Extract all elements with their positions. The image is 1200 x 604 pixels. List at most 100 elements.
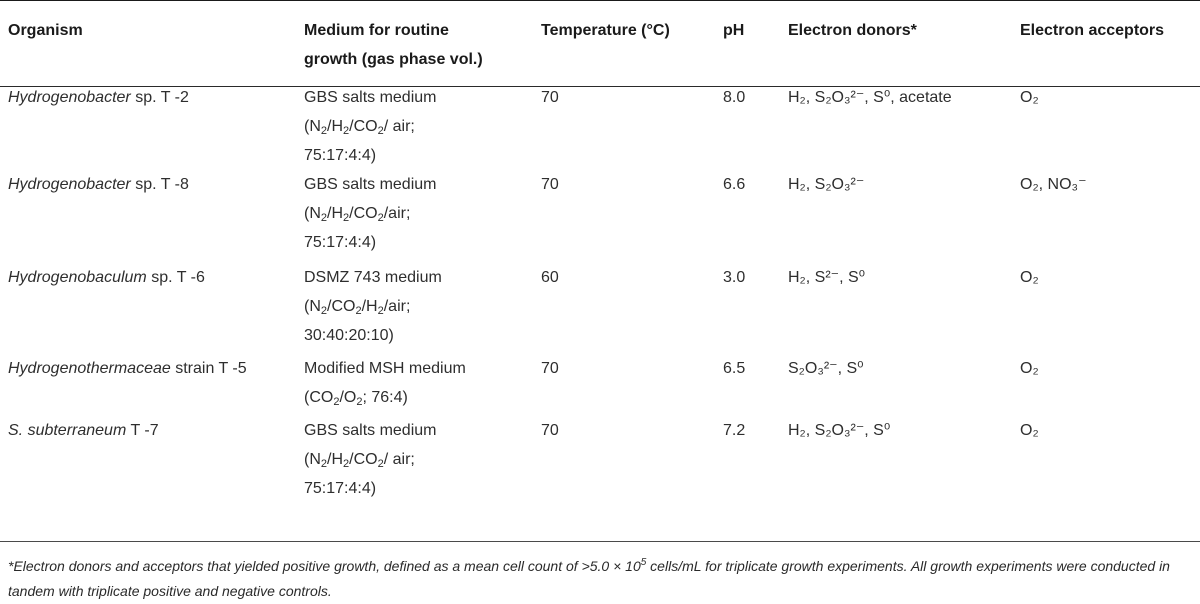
organism-strain: sp. T -6	[146, 269, 205, 286]
cell-temperature: 70	[541, 354, 723, 416]
footnote-exponent: 5	[640, 557, 647, 568]
cell-temperature: 70	[541, 74, 723, 170]
gas-text: /H	[327, 118, 344, 135]
header-bottom-rule	[0, 86, 1200, 87]
cell-electron-donors: H₂, S₂O₃²⁻	[788, 170, 1020, 263]
temperature-value: 70	[541, 176, 559, 193]
cell-medium: GBS salts medium (N2/H2/CO2/ air; 75:17:4:…	[304, 74, 541, 170]
electron-donors-value: H₂, S₂O₃²⁻	[788, 176, 865, 193]
gas-text: (N	[304, 451, 321, 468]
cell-electron-acceptors: O₂, NO₃⁻	[1020, 170, 1200, 263]
header-medium-line1: Medium for routine	[304, 22, 449, 39]
table-bottom-rule	[0, 541, 1200, 542]
cell-electron-donors: H₂, S₂O₃²⁻, S⁰, acetate	[788, 74, 1020, 170]
header-medium-line2: growth (gas phase vol.)	[304, 51, 483, 68]
header-ph: pH	[723, 22, 745, 39]
header-electron-acceptors: Electron acceptors	[1020, 22, 1165, 39]
medium-gas-phase: (CO2/O2; 76:4)	[304, 389, 408, 408]
table-row: Hydrogenobacter sp. T -2 GBS salts medium…	[0, 74, 1200, 170]
cell-temperature: 70	[541, 416, 723, 505]
table-body: Hydrogenobacter sp. T -2 GBS salts medium…	[0, 74, 1200, 505]
gas-text: /H	[327, 205, 344, 222]
table-row: S. subterraneum T -7 GBS salts medium (N2/…	[0, 416, 1200, 505]
organism-strain: T -7	[126, 422, 159, 439]
electron-donors-value: H₂, S₂O₃²⁻, S⁰	[788, 422, 891, 439]
gas-text: (CO	[304, 389, 334, 406]
footnote-text-2: cells/mL for triplicate growth experimen…	[8, 558, 1170, 599]
organism-genus: Hydrogenothermaceae	[8, 360, 171, 377]
ph-value: 7.2	[723, 422, 746, 439]
table-top-rule	[0, 0, 1200, 1]
cell-medium: GBS salts medium (N2/H2/CO2/ air; 75:17:4:…	[304, 416, 541, 505]
medium-gas-ratio: 75:17:4:4)	[304, 147, 377, 164]
gas-text: / air;	[383, 451, 415, 468]
gas-text: /air;	[383, 298, 411, 315]
cell-medium: GBS salts medium (N2/H2/CO2/air; 75:17:4:4…	[304, 170, 541, 263]
gas-subscript: 2	[377, 458, 384, 470]
electron-acceptors-value: O₂	[1020, 269, 1039, 286]
organism-strain: strain T -5	[170, 360, 247, 377]
medium-name: Modified MSH medium	[304, 360, 466, 377]
organism-genus: Hydrogenobacter	[8, 89, 131, 106]
cell-electron-donors: H₂, S²⁻, S⁰	[788, 263, 1020, 354]
electron-donors-value: H₂, S₂O₃²⁻, S⁰, acetate	[788, 89, 952, 106]
header-organism: Organism	[8, 22, 83, 39]
table-row: Hydrogenobacter sp. T -8 GBS salts medium…	[0, 170, 1200, 263]
organism-strain: sp. T -8	[130, 176, 189, 193]
medium-gas-phase: (N2/H2/CO2/ air;	[304, 118, 415, 137]
gas-text: /CO	[349, 205, 378, 222]
cell-electron-donors: S₂O₃²⁻, S⁰	[788, 354, 1020, 416]
ph-value: 6.6	[723, 176, 746, 193]
medium-name: DSMZ 743 medium	[304, 269, 442, 286]
gas-subscript: 2	[377, 125, 384, 137]
cell-temperature: 70	[541, 170, 723, 263]
medium-name: GBS salts medium	[304, 176, 437, 193]
cell-medium: Modified MSH medium (CO2/O2; 76:4)	[304, 354, 541, 416]
gas-subscript: 2	[343, 212, 350, 224]
cell-ph: 8.0	[723, 74, 788, 170]
cell-ph: 6.6	[723, 170, 788, 263]
temperature-value: 70	[541, 360, 559, 377]
cell-electron-acceptors: O₂	[1020, 263, 1200, 354]
cell-ph: 3.0	[723, 263, 788, 354]
gas-text: /O	[339, 389, 357, 406]
organism-genus: Hydrogenobaculum	[8, 269, 147, 286]
medium-gas-ratio: 30:40:20:10)	[304, 327, 394, 344]
gas-text: /CO	[327, 298, 356, 315]
header-temperature: Temperature (°C)	[541, 22, 670, 39]
footnote-text-1: *Electron donors and acceptors that yiel…	[8, 558, 641, 574]
cell-organism: Hydrogenobaculum sp. T -6	[0, 263, 304, 354]
electron-acceptors-value: O₂	[1020, 360, 1039, 377]
electron-donors-value: H₂, S²⁻, S⁰	[788, 269, 866, 286]
gas-text: ; 76:4)	[362, 389, 408, 406]
medium-gas-ratio: 75:17:4:4)	[304, 480, 377, 497]
gas-text: /CO	[349, 451, 378, 468]
organism-strain: sp. T -2	[130, 89, 189, 106]
header-medium: Medium for routine growth (gas phase vol…	[304, 0, 541, 74]
organism-genus: S. subterraneum	[8, 422, 127, 439]
electron-acceptors-value: O₂	[1020, 422, 1039, 439]
temperature-value: 70	[541, 422, 559, 439]
header-row: Organism Medium for routine growth (gas …	[0, 0, 1200, 74]
medium-gas-phase: (N2/H2/CO2/air;	[304, 205, 410, 224]
header-electron-donors: Electron donors*	[788, 22, 917, 39]
gas-subscript: 2	[377, 212, 384, 224]
electron-donors-value: S₂O₃²⁻, S⁰	[788, 360, 864, 377]
table-row: Hydrogenobaculum sp. T -6 DSMZ 743 medium…	[0, 263, 1200, 354]
cell-ph: 7.2	[723, 416, 788, 505]
temperature-value: 60	[541, 269, 559, 286]
gas-subscript: 2	[356, 396, 363, 408]
gas-subscript: 2	[320, 212, 328, 224]
cell-electron-acceptors: O₂	[1020, 416, 1200, 505]
organism-genus: Hydrogenobacter	[8, 176, 131, 193]
electron-acceptors-value: O₂, NO₃⁻	[1020, 176, 1087, 193]
gas-subscript: 2	[320, 125, 328, 137]
cell-medium: DSMZ 743 medium (N2/CO2/H2/air; 30:40:20:1…	[304, 263, 541, 354]
gas-text: / air;	[383, 118, 415, 135]
gas-subscript: 2	[320, 458, 328, 470]
cell-organism: Hydrogenobacter sp. T -2	[0, 74, 304, 170]
cell-organism: S. subterraneum T -7	[0, 416, 304, 505]
cell-electron-acceptors: O₂	[1020, 354, 1200, 416]
gas-subscript: 2	[377, 305, 384, 317]
temperature-value: 70	[541, 89, 559, 106]
